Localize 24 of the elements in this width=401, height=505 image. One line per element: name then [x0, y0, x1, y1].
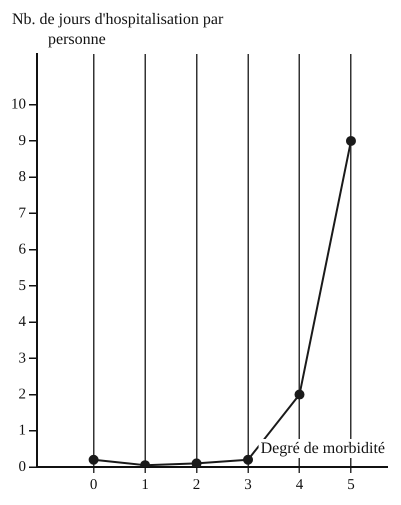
- y-tick-label: 2: [18, 386, 26, 402]
- y-tick-label: 7: [18, 205, 26, 222]
- x-axis-title: Degré de morbidité: [260, 440, 385, 458]
- y-tick-label: 6: [18, 242, 26, 258]
- y-tick-label: 0: [18, 458, 26, 475]
- x-tick-label: 1: [141, 476, 149, 493]
- y-tick-label: 1: [18, 422, 26, 439]
- y-axis-title: Nb. de jours d'hospitalisation par personne: [12, 11, 224, 48]
- point: [88, 454, 99, 465]
- x-tick-label: 3: [244, 476, 252, 493]
- y-tick-label: 9: [18, 132, 26, 149]
- x-tick-label: 2: [192, 476, 200, 493]
- y-tick-label: 3: [18, 350, 26, 366]
- point: [294, 390, 304, 400]
- y-tick-label: 4: [18, 314, 26, 330]
- x-tick-label: 4: [296, 476, 304, 493]
- y-tick-label: 5: [18, 278, 26, 294]
- point: [346, 136, 356, 146]
- x-tick-label: 0: [90, 476, 98, 493]
- point: [192, 458, 202, 467]
- y-tick-label: 10: [11, 96, 26, 113]
- point: [243, 454, 254, 465]
- y-tick-label: 8: [18, 169, 26, 186]
- x-tick-label: 5: [347, 476, 355, 493]
